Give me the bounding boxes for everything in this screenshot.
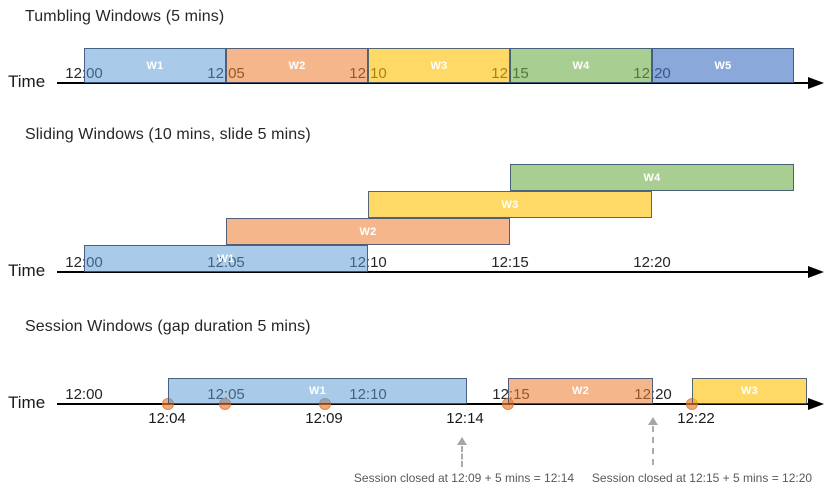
session-annotation-arrow-stem [461, 446, 463, 467]
tumbling-time-axis-label: Time [8, 72, 46, 91]
tumbling-window-w4: W4 [510, 48, 652, 83]
sliding-tick-label: 12:15 [491, 254, 529, 271]
sliding-timeline-arrowhead-icon [808, 266, 824, 278]
tumbling-window-w2: W2 [226, 48, 368, 83]
tumbling-title: Tumbling Windows (5 mins) [25, 8, 225, 25]
session-annotation-text: Session closed at 12:09 + 5 mins = 12:14 [353, 471, 575, 485]
session-annotation-arrow-icon [648, 417, 658, 425]
tumbling-window-w5: W5 [652, 48, 794, 83]
sliding-window-label: W1 [217, 252, 235, 265]
tumbling-window-w3: W3 [368, 48, 510, 83]
session-window-w1: W1 [168, 378, 467, 404]
sliding-window-w1: W1 [84, 245, 368, 272]
session-event-time-label: 12:22 [677, 410, 715, 427]
session-timeline-arrowhead-icon [808, 398, 824, 410]
session-annotation-text: Session closed at 12:15 + 5 mins = 12:20 [591, 471, 813, 485]
sliding-window-label: W4 [643, 171, 661, 184]
tumbling-window-label: W2 [288, 59, 306, 72]
session-annotation-arrow-stem [652, 426, 654, 465]
sliding-window-label: W3 [501, 198, 519, 211]
tumbling-window-label: W3 [430, 59, 448, 72]
session-tick-label: 12:00 [65, 386, 103, 403]
tumbling-window-label: W1 [146, 59, 164, 72]
tumbling-window-label: W4 [572, 59, 590, 72]
session-time-axis-label: Time [8, 393, 46, 412]
sliding-timeline [57, 271, 808, 273]
sliding-window-w2: W2 [226, 218, 510, 245]
session-timeline [57, 403, 808, 405]
session-window-label: W3 [740, 385, 759, 397]
tumbling-window-label: W5 [714, 59, 732, 72]
session-window-w3: W3 [692, 378, 807, 404]
session-window-label: W1 [308, 385, 327, 397]
sliding-window-label: W2 [359, 225, 377, 238]
session-window-label: W2 [571, 385, 590, 397]
session-window-w2: W2 [508, 378, 653, 404]
sliding-tick-label: 12:20 [633, 254, 671, 271]
session-annotation-arrow-icon [457, 437, 467, 445]
tumbling-window-w1: W1 [84, 48, 226, 83]
tumbling-timeline [57, 82, 808, 84]
sliding-window-w4: W4 [510, 164, 794, 191]
session-event-time-label: 12:14 [446, 410, 484, 427]
session-title: Session Windows (gap duration 5 mins) [25, 318, 311, 335]
tumbling-timeline-arrowhead-icon [808, 77, 824, 89]
session-event-time-label: 12:09 [305, 410, 343, 427]
sliding-time-axis-label: Time [8, 261, 46, 280]
sliding-title: Sliding Windows (10 mins, slide 5 mins) [25, 126, 311, 143]
sliding-window-w3: W3 [368, 191, 652, 218]
session-event-time-label: 12:04 [148, 410, 186, 427]
